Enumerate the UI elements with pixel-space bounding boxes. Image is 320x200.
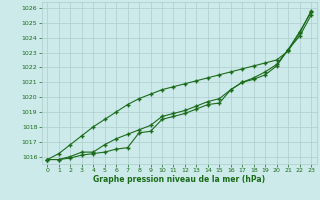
X-axis label: Graphe pression niveau de la mer (hPa): Graphe pression niveau de la mer (hPa) [93,175,265,184]
